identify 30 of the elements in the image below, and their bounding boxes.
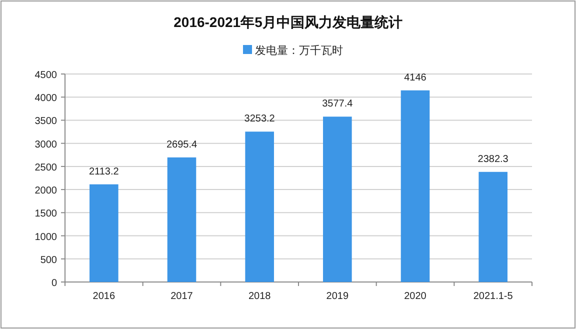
data-label: 3577.4	[322, 98, 354, 110]
x-tick-label: 2017	[170, 291, 194, 302]
x-tick-label: 2020	[404, 291, 427, 302]
y-tick-label: 4000	[34, 93, 58, 104]
data-label: 3253.2	[244, 114, 276, 125]
legend-label: 发电量：万千瓦时	[255, 44, 343, 57]
bar	[400, 90, 430, 282]
bar	[245, 132, 274, 282]
x-tick-label: 2021.1-5	[473, 291, 514, 302]
y-tick-label: 500	[40, 254, 58, 266]
y-tick-label: 3000	[34, 139, 58, 150]
y-tick-label: 4500	[34, 70, 58, 81]
chart-title: 2016-2021年5月中国风力发电量统计	[174, 14, 402, 30]
bar	[90, 184, 118, 282]
y-tick-label: 1500	[34, 208, 58, 220]
data-label: 2382.3	[478, 154, 509, 165]
data-label: 2113.2	[88, 166, 120, 178]
x-tick-label: 2016	[92, 291, 116, 302]
bar	[167, 157, 196, 282]
y-tick-label: 1000	[34, 232, 58, 243]
x-tick-label: 2018	[248, 291, 272, 302]
x-tick-label: 2019	[326, 291, 349, 302]
y-tick-label: 2000	[34, 186, 58, 197]
bar	[478, 172, 508, 282]
data-label: 4146	[404, 72, 427, 84]
y-tick-label: 3500	[34, 116, 58, 128]
y-tick-label: 2500	[34, 162, 58, 174]
data-label: 2695.4	[166, 139, 198, 150]
y-tick-label: 0	[51, 278, 58, 289]
bar	[323, 116, 352, 282]
